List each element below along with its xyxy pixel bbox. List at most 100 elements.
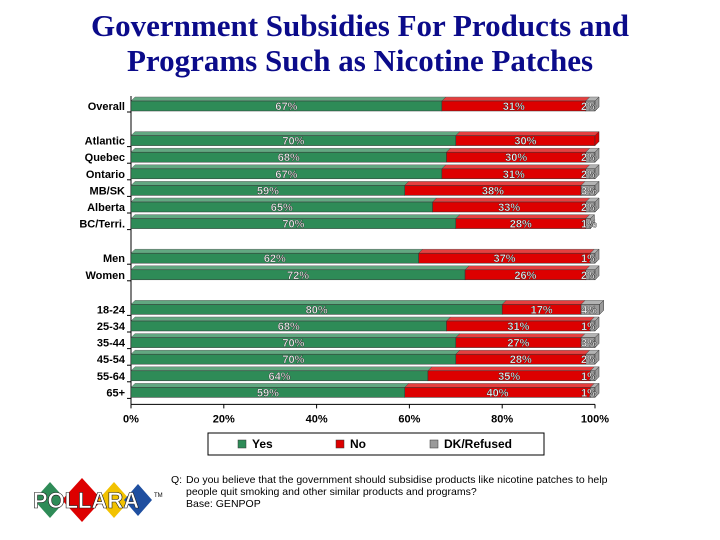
- legend-swatch-yes: [237, 439, 247, 449]
- x-tick-label: 100%: [581, 413, 609, 425]
- bar-side-mb-sk: [594, 180, 600, 197]
- data-label-yes-55-64: 64%: [268, 371, 290, 383]
- data-label-yes-men: 62%: [264, 253, 286, 265]
- data-label-no-overall: 31%: [503, 101, 525, 113]
- category-label-men: Men: [103, 253, 125, 265]
- bar-side-25-34: [594, 316, 600, 332]
- data-label-dk-refused-55-64: 1%: [581, 371, 597, 383]
- data-label-yes-alberta: 65%: [271, 202, 293, 214]
- category-label-alberta: Alberta: [87, 202, 126, 214]
- logo-diamond-green: [34, 482, 66, 518]
- logo-diamond-yellow: [98, 482, 130, 518]
- data-label-no-men: 37%: [494, 253, 516, 265]
- category-label-18-24: 18-24: [97, 304, 126, 316]
- category-label-overall: Overall: [88, 101, 125, 113]
- data-label-no-women: 26%: [514, 270, 536, 282]
- legend-swatch-dk-refused: [429, 439, 439, 449]
- question-base: Base: GENPOP: [186, 498, 261, 510]
- x-tick-label: 40%: [306, 413, 328, 425]
- legend-box: [207, 432, 545, 456]
- data-label-yes-65: 59%: [257, 387, 279, 399]
- bar-side-men: [594, 248, 600, 264]
- data-label-dk-refused-45-54: 2%: [581, 354, 597, 366]
- bar-side-18-24: [599, 299, 604, 316]
- bar-side-alberta: [594, 197, 600, 213]
- category-label-mb-sk: MB/SK: [90, 185, 126, 197]
- logo-diamond-blue: [124, 484, 152, 516]
- data-label-yes-mb-sk: 59%: [257, 185, 279, 197]
- data-label-no-65: 40%: [487, 387, 509, 399]
- x-tick-label: 0%: [123, 413, 139, 425]
- data-label-no-35-44: 27%: [507, 338, 529, 350]
- data-label-dk-refused-women: 2%: [581, 270, 597, 282]
- data-label-no-18-24: 17%: [531, 304, 553, 316]
- data-label-yes-bc-terri: 70%: [282, 219, 304, 231]
- data-label-no-atlantic: 30%: [514, 136, 536, 148]
- question-text: Do you believe that the government shoul…: [186, 474, 608, 498]
- chart-title-line-1: Government Subsidies For Products and: [91, 8, 629, 43]
- bar-side-quebec: [594, 147, 600, 163]
- data-label-dk-refused-35-44: 3%: [581, 338, 597, 350]
- logo-wordmark: POLLARA: [33, 488, 139, 513]
- data-label-yes-atlantic: 70%: [282, 136, 304, 148]
- data-label-no-quebec: 30%: [505, 152, 527, 164]
- data-label-no-mb-sk: 38%: [482, 185, 504, 197]
- data-label-yes-overall: 67%: [275, 101, 297, 113]
- category-label-quebec: Quebec: [85, 152, 125, 164]
- category-label-35-44: 35-44: [97, 338, 126, 350]
- bar-side-55-64: [594, 366, 600, 382]
- data-label-dk-refused-alberta: 2%: [581, 202, 597, 214]
- category-label-25-34: 25-34: [97, 321, 126, 333]
- data-label-no-45-54: 28%: [510, 354, 532, 366]
- category-label-ontario: Ontario: [86, 169, 125, 181]
- survey-question: Q: Do you believe that the government sh…: [171, 474, 641, 510]
- data-label-yes-45-54: 70%: [282, 354, 304, 366]
- x-tick-label: 60%: [398, 413, 420, 425]
- category-label-bc-terri: BC/Terri.: [79, 219, 125, 231]
- data-label-yes-women: 72%: [287, 270, 309, 282]
- data-label-yes-18-24: 80%: [306, 304, 328, 316]
- bar-side-45-54: [594, 349, 600, 365]
- category-label-45-54: 45-54: [97, 354, 126, 366]
- bar-side-bc-terri: [590, 213, 595, 230]
- data-label-no-bc-terri: 28%: [510, 219, 532, 231]
- data-label-yes-ontario: 67%: [275, 169, 297, 181]
- legend-label-dk-refused: DK/Refused: [444, 437, 512, 451]
- data-label-yes-35-44: 70%: [282, 338, 304, 350]
- data-label-dk-refused-quebec: 2%: [581, 152, 597, 164]
- category-label-65: 65+: [106, 387, 125, 399]
- data-label-yes-25-34: 68%: [278, 321, 300, 333]
- data-label-no-25-34: 31%: [507, 321, 529, 333]
- data-label-dk-refused-18-24: 4%: [581, 304, 597, 316]
- data-label-dk-refused-bc-terri: 1%: [581, 219, 597, 231]
- legend-swatch-no: [335, 439, 345, 449]
- category-label-atlantic: Atlantic: [85, 136, 125, 148]
- x-tick-label: 20%: [213, 413, 235, 425]
- data-label-dk-refused-ontario: 2%: [581, 169, 597, 181]
- bar-side-ontario: [594, 164, 600, 180]
- pollara-logo: POLLARA TM: [33, 478, 163, 522]
- bar-side-overall: [594, 96, 600, 112]
- data-label-no-55-64: 35%: [498, 371, 520, 383]
- chart-title-line-2: Programs Such as Nicotine Patches: [126, 43, 594, 78]
- bar-side-atlantic: [594, 130, 600, 147]
- data-label-dk-refused-25-34: 1%: [581, 321, 597, 333]
- data-label-yes-quebec: 68%: [278, 152, 300, 164]
- data-label-dk-refused-65: 1%: [581, 387, 597, 399]
- bar-side-women: [594, 265, 600, 281]
- data-label-no-alberta: 33%: [498, 202, 520, 214]
- legend-label-no: No: [350, 437, 366, 451]
- category-label-55-64: 55-64: [97, 371, 126, 383]
- bar-side-65: [594, 382, 600, 399]
- chart-title: Government Subsidies For Products and Pr…: [0, 8, 720, 78]
- question-label: Q:: [171, 474, 183, 486]
- logo-diamond-red: [62, 478, 102, 522]
- bar-side-35-44: [594, 332, 600, 349]
- data-label-dk-refused-overall: 2%: [581, 101, 597, 113]
- category-label-women: Women: [85, 270, 125, 282]
- data-label-dk-refused-men: 1%: [581, 253, 597, 265]
- legend-label-yes: Yes: [252, 437, 273, 451]
- data-label-no-ontario: 31%: [503, 169, 525, 181]
- logo-trademark: TM: [154, 493, 163, 499]
